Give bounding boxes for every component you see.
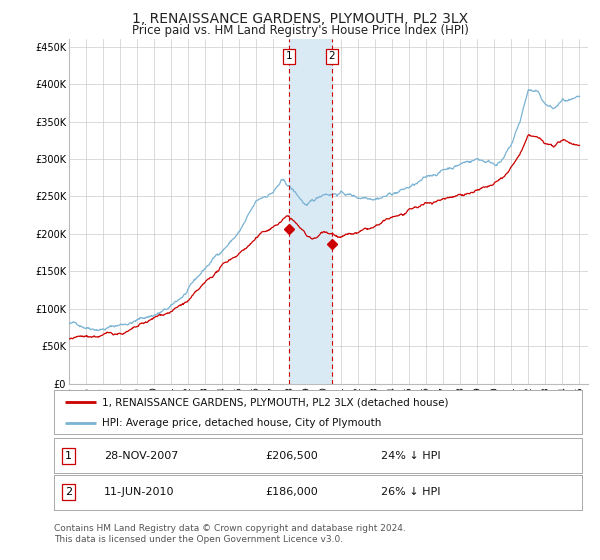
Text: 1, RENAISSANCE GARDENS, PLYMOUTH, PL2 3LX (detached house): 1, RENAISSANCE GARDENS, PLYMOUTH, PL2 3L… bbox=[101, 397, 448, 407]
Text: 11-JUN-2010: 11-JUN-2010 bbox=[104, 487, 175, 497]
Text: HPI: Average price, detached house, City of Plymouth: HPI: Average price, detached house, City… bbox=[101, 418, 381, 428]
Text: £186,000: £186,000 bbox=[265, 487, 318, 497]
Text: Price paid vs. HM Land Registry's House Price Index (HPI): Price paid vs. HM Land Registry's House … bbox=[131, 24, 469, 37]
Text: £206,500: £206,500 bbox=[265, 451, 318, 461]
Bar bbox=[289, 39, 332, 384]
Text: Contains HM Land Registry data © Crown copyright and database right 2024.
This d: Contains HM Land Registry data © Crown c… bbox=[54, 524, 406, 544]
Text: 28-NOV-2007: 28-NOV-2007 bbox=[104, 451, 179, 461]
Text: 2: 2 bbox=[65, 487, 73, 497]
Text: 2: 2 bbox=[328, 52, 335, 61]
Text: 1: 1 bbox=[65, 451, 72, 461]
Text: 24% ↓ HPI: 24% ↓ HPI bbox=[382, 451, 441, 461]
Text: 1, RENAISSANCE GARDENS, PLYMOUTH, PL2 3LX: 1, RENAISSANCE GARDENS, PLYMOUTH, PL2 3L… bbox=[132, 12, 468, 26]
Text: 26% ↓ HPI: 26% ↓ HPI bbox=[382, 487, 441, 497]
Text: 1: 1 bbox=[286, 52, 292, 61]
